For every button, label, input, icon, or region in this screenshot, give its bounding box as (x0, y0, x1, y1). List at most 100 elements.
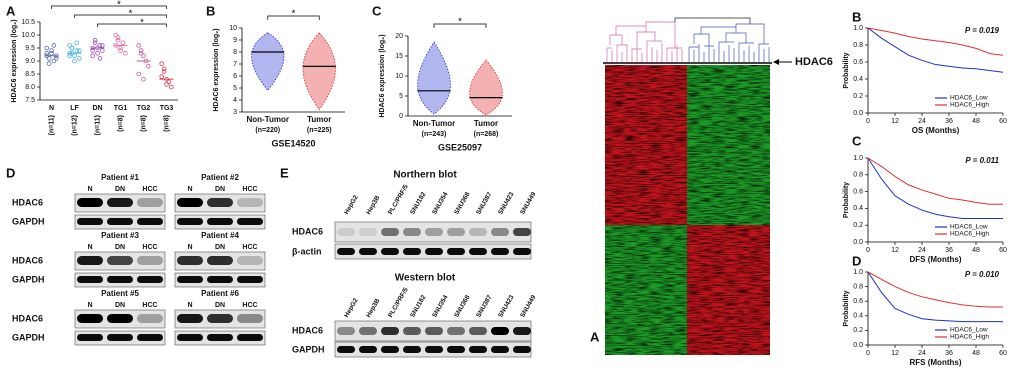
point (120, 40, 126, 46)
y-tick-label: 8 (233, 49, 237, 56)
blot-band (381, 248, 399, 255)
blot-band (491, 228, 509, 236)
blot-band (107, 256, 133, 265)
blot-band (177, 198, 203, 207)
patient-label: Patient #6 (201, 289, 239, 298)
blot-title: Northern blot (393, 170, 457, 181)
lane-label: N (87, 302, 92, 309)
blot-band (469, 327, 487, 335)
y-tick-label: 0.0 (853, 342, 863, 349)
gene-label: HDAC6 (795, 56, 833, 68)
blot-band (491, 248, 509, 255)
annotation: P = 0.010 (965, 270, 1000, 279)
x-tick-label: 48 (972, 350, 980, 357)
blot-band (107, 218, 133, 225)
patient-label: Patient #5 (101, 289, 139, 298)
point (100, 48, 105, 53)
point (100, 43, 105, 48)
group-size: (n=8) (117, 115, 124, 132)
y-tick-label: 10 (395, 73, 403, 80)
significance: * (140, 18, 144, 29)
point (161, 69, 167, 74)
x-tick-label: 60 (999, 350, 1007, 357)
significance: * (117, 0, 121, 11)
bracket (97, 23, 167, 27)
x-tick-label: 36 (945, 118, 953, 125)
y-tick-label: 0.8 (853, 283, 863, 290)
x-tick-label: 0 (866, 118, 870, 125)
point (72, 58, 77, 64)
blot-band (381, 327, 399, 335)
point (77, 48, 82, 53)
lane-label: N (87, 244, 92, 251)
x-tick-label: 0 (866, 247, 870, 254)
lane-label: DN (115, 244, 125, 251)
blot-band (177, 276, 203, 283)
patient-label: Patient #1 (101, 173, 139, 182)
lane-label: SNU449 (519, 191, 538, 216)
row-label: HDAC6 (12, 313, 43, 323)
point (136, 71, 142, 77)
x-tick-label: 36 (945, 350, 953, 357)
x-tick-label: Tumor (474, 119, 498, 128)
blot-band (425, 346, 443, 353)
lane-label: DN (215, 302, 225, 309)
point (159, 74, 165, 79)
blot-band (207, 256, 233, 265)
y-axis-label: HDAC6 expression (log₂) (11, 19, 18, 102)
group-size: (n=11) (94, 115, 101, 135)
lane-label: DN (115, 186, 125, 193)
group-size: (n=243) (422, 131, 447, 138)
blot-band (77, 198, 103, 207)
blot-band (177, 256, 203, 265)
blot-band (137, 314, 163, 323)
y-axis-label: Probability (843, 182, 850, 218)
blot-band (77, 218, 103, 225)
blot-band (403, 327, 421, 335)
row-label: HDAC6 (292, 325, 323, 335)
group-size: (n=225) (307, 127, 332, 134)
blot-band (469, 228, 487, 236)
lane-label: PLC/PRF/5 (387, 183, 410, 216)
blot-band (447, 248, 465, 255)
row-label: GAPDH (12, 274, 45, 284)
survival-curve (867, 27, 1004, 56)
lane-label: HCC (142, 302, 157, 309)
blot-band (207, 276, 233, 283)
y-tick-label: 7.5 (25, 97, 35, 104)
x-tick-label: 48 (972, 118, 980, 125)
panel-label: D (6, 165, 15, 180)
x-tick-label: 48 (972, 247, 980, 254)
point (51, 43, 57, 48)
x-tick-label: 12 (891, 350, 899, 357)
x-axis-label: DFS (Months) (910, 255, 962, 264)
point (44, 50, 49, 56)
blot-band (337, 228, 355, 236)
x-tick-label: DN (92, 105, 102, 112)
x-tick-label: 36 (945, 247, 953, 254)
y-tick-label: 0.6 (853, 298, 863, 305)
group-size: (n=8) (140, 115, 147, 132)
y-tick-label: 0.2 (853, 93, 863, 100)
x-tick-label: TG3 (160, 105, 174, 112)
point (72, 53, 77, 59)
y-tick-label: 0.4 (853, 76, 863, 83)
lane-label: HCC (242, 244, 257, 251)
distribution (469, 59, 503, 116)
patient-label: Patient #4 (201, 231, 239, 240)
blot-band (207, 218, 233, 225)
y-axis-label: Probability (843, 52, 850, 88)
point (46, 56, 52, 61)
y-tick-label: 5 (399, 93, 403, 100)
lane-label: SNU387 (475, 294, 494, 319)
survival-curve (867, 27, 1004, 73)
lane-label: PLC/PRF/5 (387, 286, 410, 319)
point (97, 43, 103, 48)
blot-band (107, 276, 133, 283)
y-tick-label: 1.0 (853, 25, 863, 32)
x-tick-label: Non-Tumor (246, 115, 289, 124)
lane-label: SNU423 (497, 191, 516, 216)
point (138, 48, 144, 53)
row-label: GAPDH (12, 332, 45, 342)
panel-label: B (852, 9, 861, 24)
